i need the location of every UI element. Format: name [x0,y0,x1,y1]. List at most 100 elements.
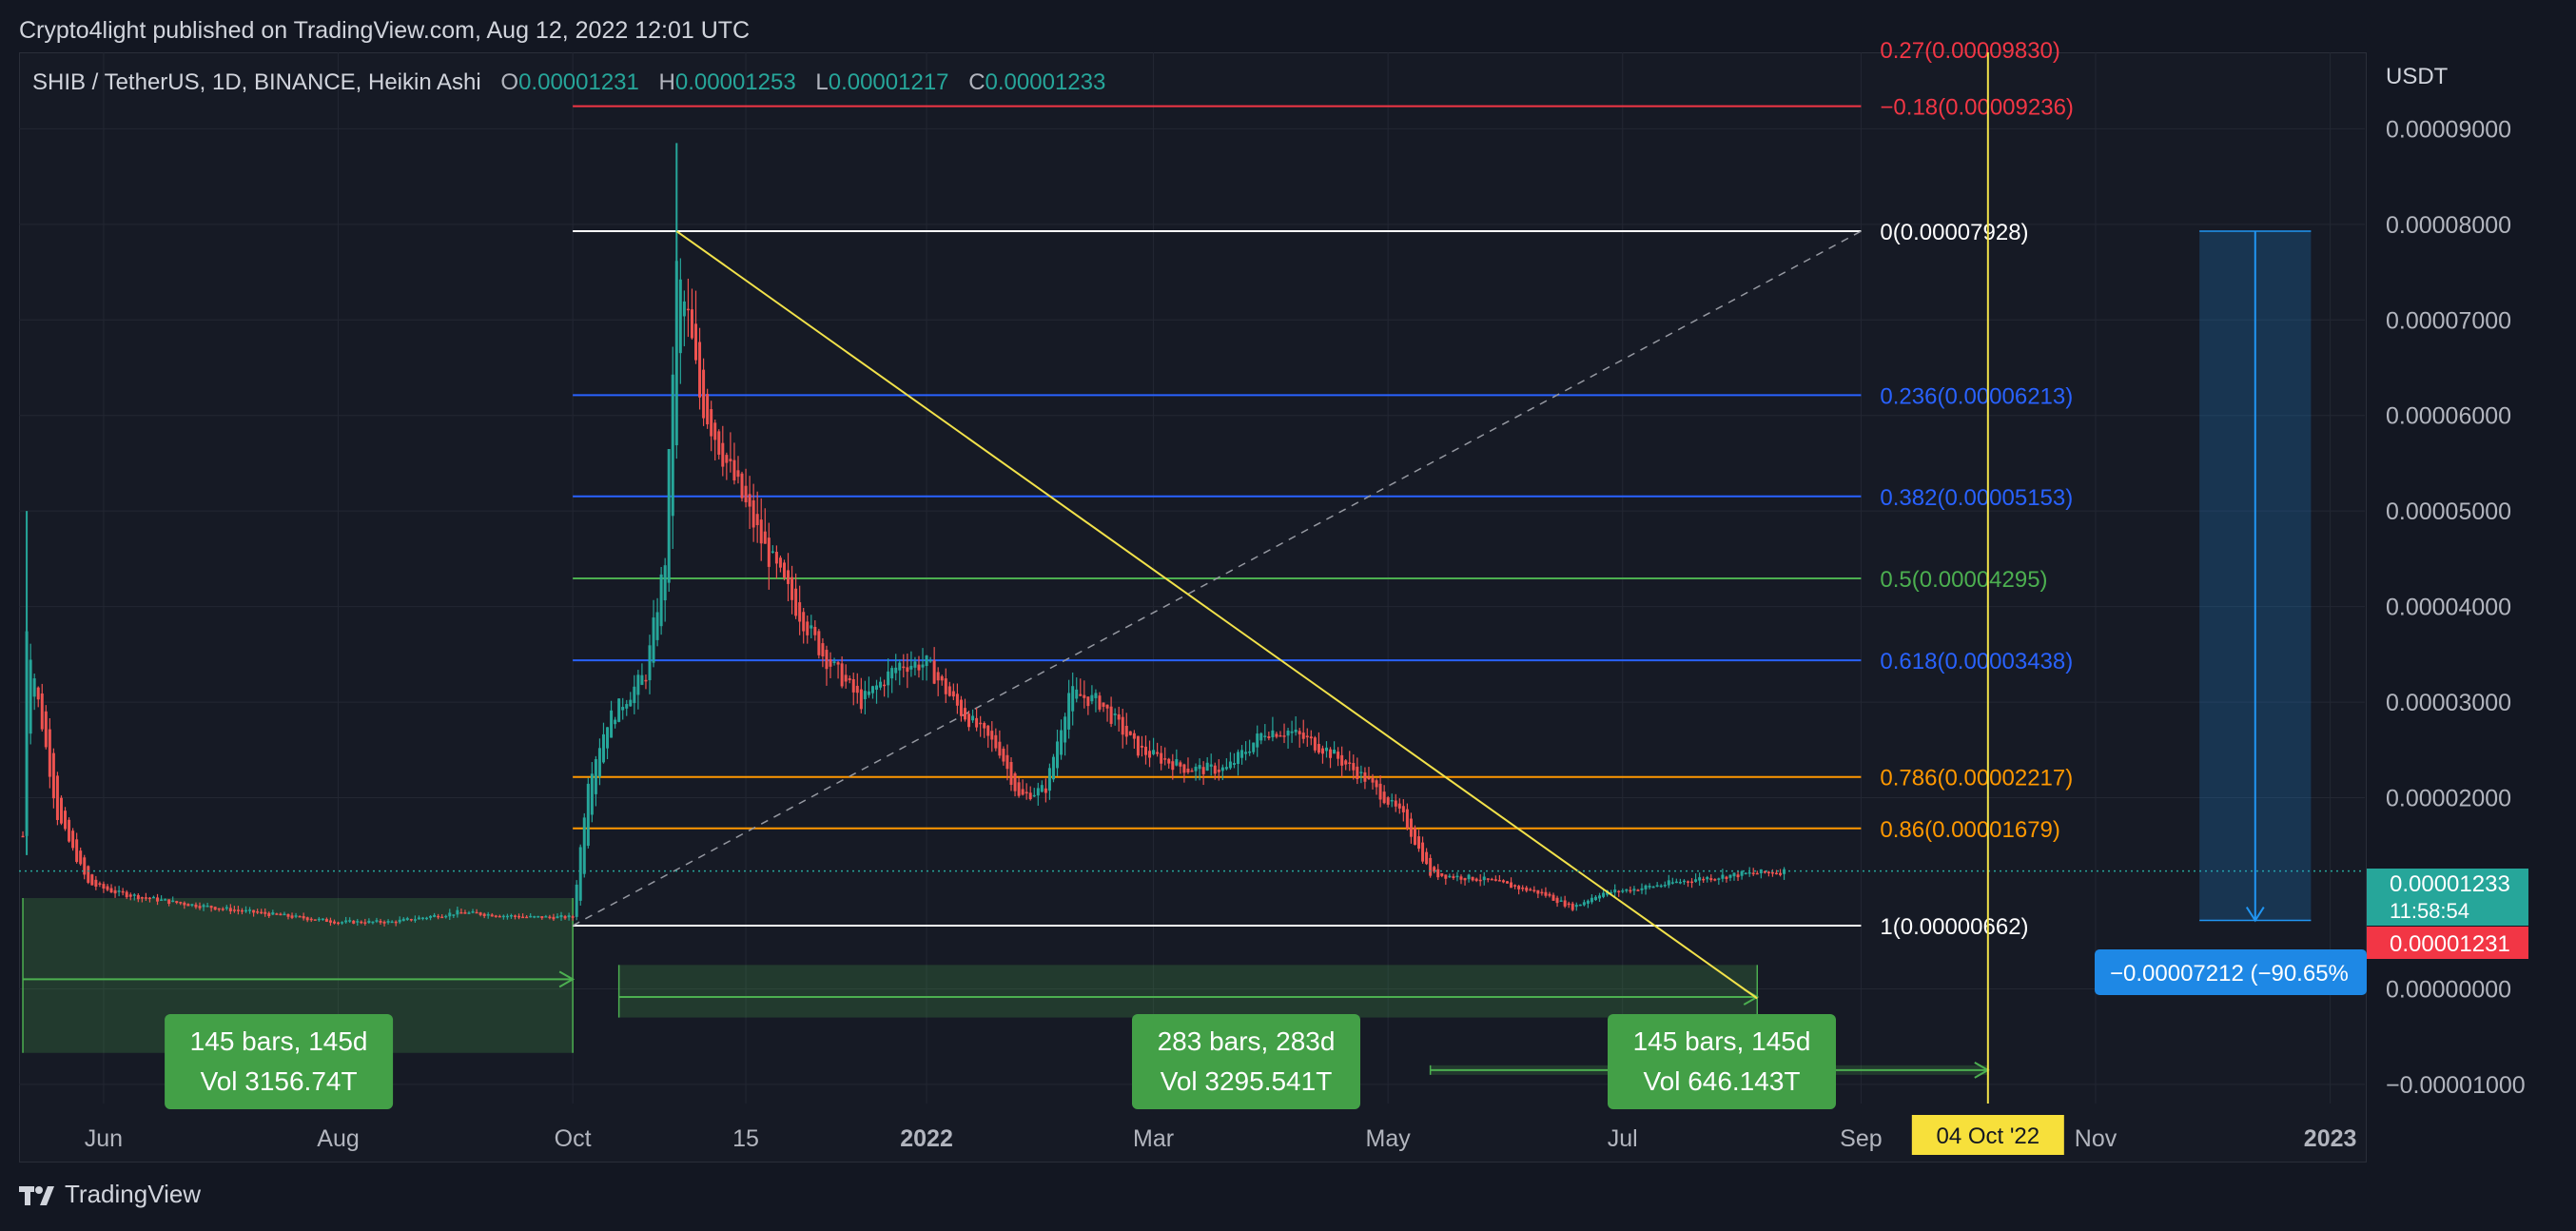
candle-body [160,899,164,901]
candle-body [1593,896,1597,901]
candle-body [1305,735,1309,738]
candle-body [813,626,817,635]
candle-body [1102,702,1105,707]
candle-body [629,699,633,707]
candle-body [1263,735,1267,737]
candle-body [1747,871,1751,874]
candle-body [1309,736,1313,739]
candle-body [1156,752,1160,754]
candle-body [21,835,25,838]
candle-body [936,672,940,681]
candle-body [1670,882,1674,884]
date-range-bars-label: 145 bars, 145d [1633,1026,1811,1056]
candle-body [1224,767,1228,770]
candle-body [363,922,367,924]
open-price-text: 0.00001231 [2390,931,2510,957]
x-tick-label: May [1366,1125,1412,1152]
candle-body [1028,792,1032,800]
candle-body [132,894,136,896]
candle-body [763,531,767,544]
candle-body [1548,893,1551,896]
date-range-vol-label: Vol 3156.74T [201,1066,358,1096]
candle-body [1390,799,1394,802]
candle-body [1143,746,1147,755]
fib-trend-dashed-line [572,230,1862,927]
candle-body [1286,730,1290,736]
candle-body [1044,788,1047,793]
date-range-label-box [1132,1014,1360,1109]
candle-body [867,691,870,695]
candle-body [1663,884,1667,887]
candle-body [475,911,478,914]
candle-body [433,914,437,917]
candle-body [1444,874,1448,879]
candle-body [341,922,344,924]
candle-body [337,922,341,925]
candle-body [509,915,513,917]
candle-body [1367,776,1371,779]
candle-body [1220,767,1224,772]
symbol-label: SHIB / TetherUS, 1D, BINANCE, Heikin Ash… [32,69,481,95]
candle-body [1636,889,1640,891]
candle-body [1478,879,1482,882]
candle-body [471,911,475,913]
candle-body [36,687,40,700]
candle-body [1728,874,1732,878]
candle-body [1179,762,1182,767]
candle-body [275,913,279,915]
candle-body [420,917,424,920]
x-tick-label: Nov [2075,1125,2117,1152]
candle-body [1064,716,1067,743]
candle-body [944,678,947,694]
candle-body [1017,782,1021,796]
candle-body [1582,902,1586,906]
candle-body [156,897,160,902]
candle-body [151,896,155,899]
candle-body [1640,888,1644,890]
candle-body [1567,903,1571,906]
candle-body [40,693,44,730]
date-range-vol-label: Vol 3295.541T [1161,1066,1333,1096]
candle-body [1725,876,1728,879]
candle-body [1744,872,1747,875]
candle-body [1617,890,1621,893]
fib-level-label: 0.5(0.00004295) [1880,567,2047,593]
candle-body [321,918,324,921]
candle-body [1717,878,1721,880]
candle-body [578,847,582,901]
candle-body [671,374,674,517]
candle-body [51,752,55,799]
high-value: 0.00001253 [674,69,796,95]
candle-body [640,674,644,685]
candle-body [94,879,98,888]
candle-body [971,715,975,721]
candle-body [125,891,128,898]
candle-body [621,707,625,711]
candle-body [1259,733,1263,741]
candle-body [1455,875,1459,878]
footer-branding[interactable]: TradingView [19,1180,201,1209]
candle-body [352,920,356,924]
candle-body [102,884,106,889]
candle-body [390,921,394,924]
candle-body [1517,886,1521,889]
candle-body [452,914,456,916]
candle-body [633,686,636,704]
candle-body [294,915,298,917]
candle-body [601,733,605,763]
low-value: 0.00001217 [828,69,949,95]
candle-body [1625,889,1629,891]
candle-body [955,694,959,706]
candle-body [1160,752,1163,764]
fib-level-label: 0.236(0.00006213) [1880,383,2073,409]
candle-body [759,519,763,544]
candle-body [1256,733,1259,748]
candle-body [175,901,179,904]
candle-body [597,748,601,777]
candle-body [1413,828,1416,846]
candle-body [1267,736,1271,739]
candle-body [1482,876,1486,881]
candle-body [1271,730,1275,738]
y-tick-label: 0.00009000 [2386,116,2511,143]
